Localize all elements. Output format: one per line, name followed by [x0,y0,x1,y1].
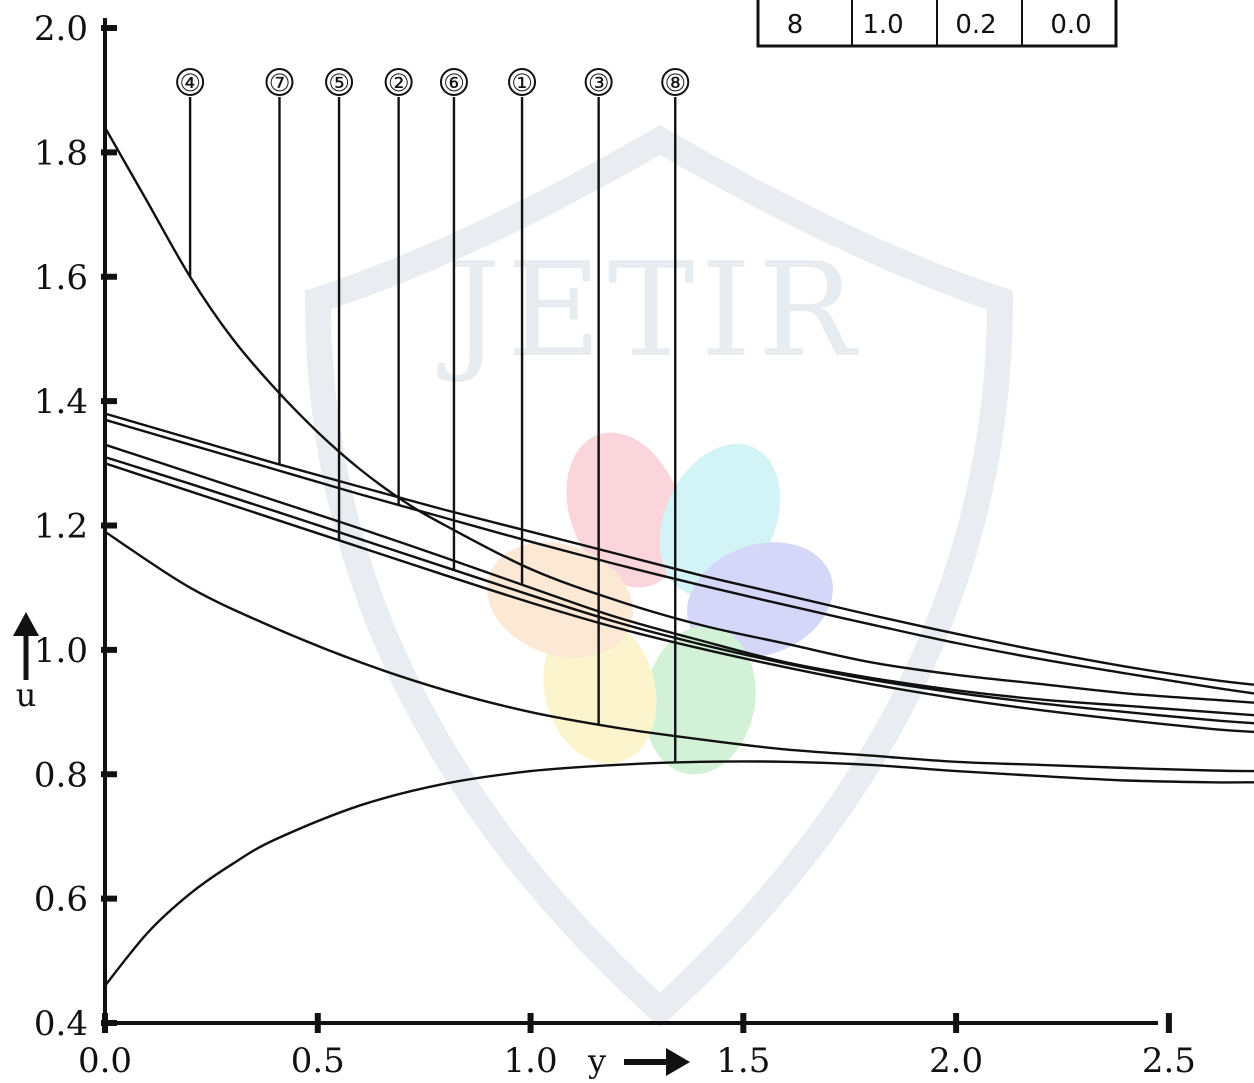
series-marker-label: ④ [179,69,201,97]
x-tick-label: 0.5 [291,1041,345,1081]
y-tick-label: 1.2 [34,507,88,547]
y-tick-label: 2.0 [34,9,88,49]
series-marker-label: ⑧ [664,69,686,97]
x-tick-label: 1.5 [716,1041,770,1081]
series-marker-label: ⑥ [443,69,465,97]
series-marker-label: ① [511,69,533,97]
series-line-3 [104,530,1254,773]
legend-table-cell: 0.0 [1050,10,1091,40]
right-arrow-head-icon [666,1048,690,1076]
series-marker-circle [176,68,205,96]
series-layer [103,126,1254,987]
series-marker-circle [265,68,294,96]
series-marker-circle [325,68,354,96]
series-marker-circle [584,68,613,96]
series-line-4 [103,126,1254,704]
x-axis-title: y [587,1042,606,1080]
series-line-5 [104,462,1254,734]
series-line-6 [104,455,1254,725]
series-line-2 [104,418,1254,695]
series-marker-label: ③ [588,69,610,97]
series-marker-circle [661,68,690,96]
legend-table-cell: 1.0 [862,10,903,40]
watermark-flower-icon [487,432,833,775]
x-tick-label: 1.0 [504,1041,558,1081]
x-tick-label: 0.0 [78,1041,132,1081]
y-axis-title: u [16,676,37,714]
series-marker-circle [508,68,537,96]
y-tick-label: 0.8 [34,755,88,795]
x-tick-label: 2.5 [1142,1041,1196,1081]
series-marker-label: ⑦ [269,69,291,97]
y-tick-label: 1.6 [34,258,88,298]
series-line-8 [104,760,1254,987]
y-tick-label: 0.6 [34,880,88,920]
up-arrow-head-icon [13,612,39,636]
x-tick-label: 2.0 [929,1041,983,1081]
y-tick-label: 1.0 [34,631,88,671]
legend-table: 8 1.0 0.2 0.0 [756,0,1118,48]
series-marker-label: ② [388,69,410,97]
series-markers: ① ② ③ ④ ⑤ ⑥ ⑦ ⑧ [176,68,690,763]
y-tick-label: 1.8 [34,133,88,173]
series-line-7 [104,412,1254,686]
watermark-text: JETIR [438,234,862,386]
y-tick-label: 0.4 [34,1004,88,1044]
series-marker-label: ⑤ [328,69,350,97]
legend-table-cell: 0.2 [955,10,996,40]
x-axis-title-group: y [587,1042,690,1080]
y-tick-label: 1.4 [34,382,88,422]
series-marker-circle [439,68,468,96]
series-marker-circle [384,68,413,96]
y-axis-title-group: u [13,612,39,714]
axes: 0.0 0.5 1.0 1.5 2.0 2.5 0.4 0.6 0.8 1.0 1.2 1.4 1.6 1… [34,9,1196,1081]
series-line-1 [104,443,1254,717]
legend-table-cell: 8 [787,10,804,40]
